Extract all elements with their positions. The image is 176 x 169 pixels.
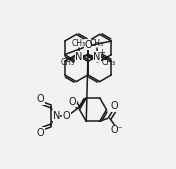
Text: O⁻: O⁻ [110,125,123,135]
Text: O: O [62,111,70,121]
Text: O: O [37,94,45,104]
Text: O: O [111,101,119,111]
Text: +: + [99,48,105,57]
Text: O: O [84,40,92,50]
Text: CH₃: CH₃ [72,39,86,48]
Text: CH₃: CH₃ [102,58,116,67]
Text: N: N [93,52,101,62]
Text: N: N [75,52,83,62]
Text: CH₃: CH₃ [90,39,104,48]
Text: N: N [53,111,60,121]
Text: CH₃: CH₃ [61,58,75,67]
Text: O: O [68,97,76,107]
Text: O: O [37,128,45,138]
